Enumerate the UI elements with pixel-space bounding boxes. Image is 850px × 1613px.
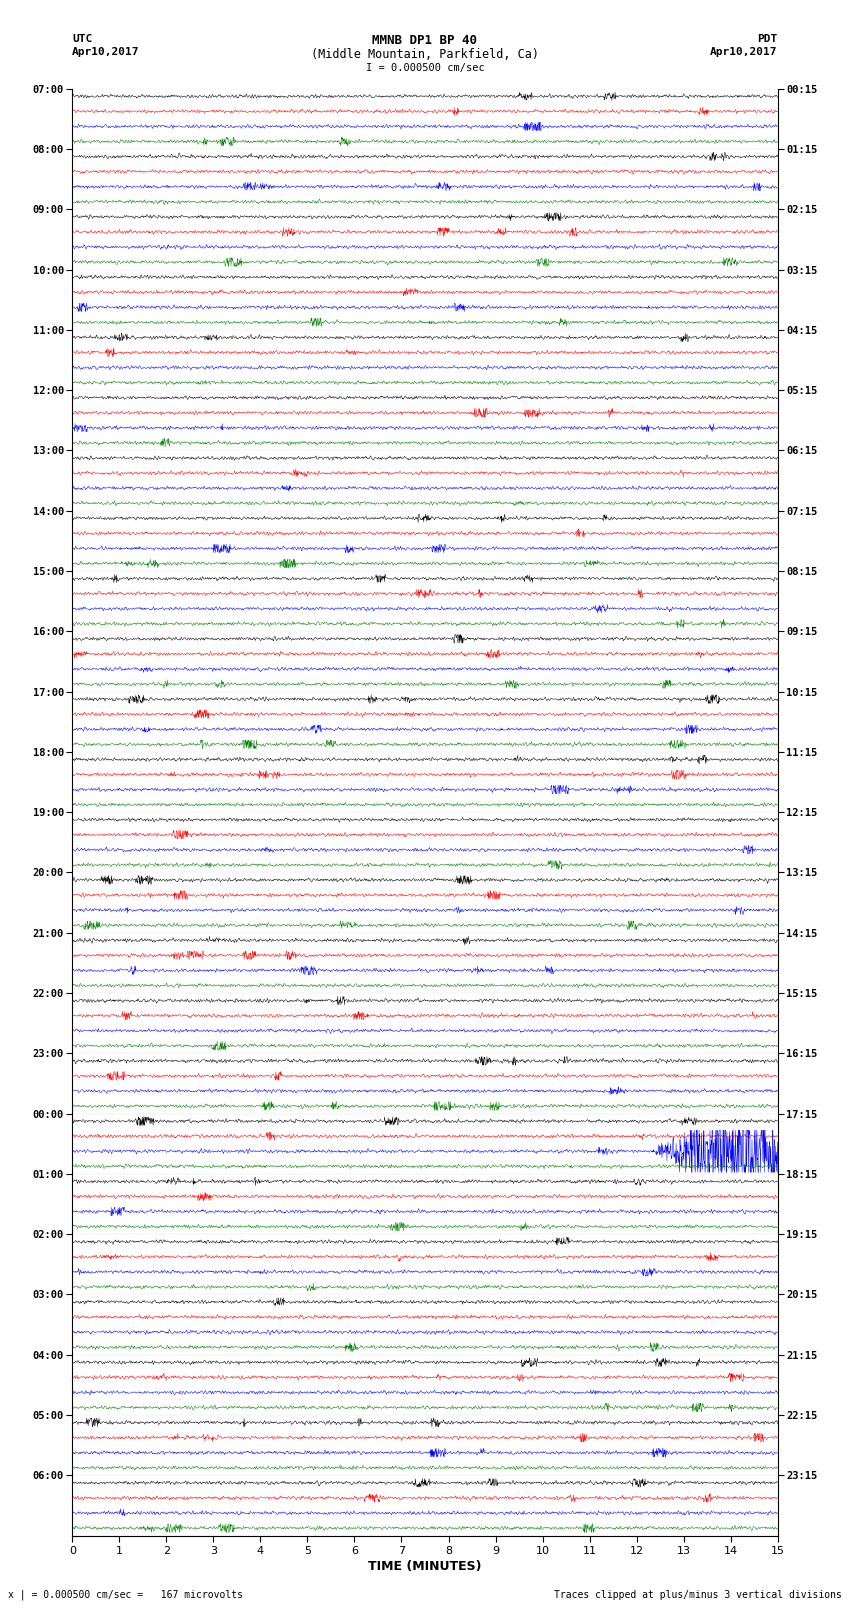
Text: MMNB DP1 BP 40: MMNB DP1 BP 40 <box>372 34 478 47</box>
Text: Traces clipped at plus/minus 3 vertical divisions: Traces clipped at plus/minus 3 vertical … <box>553 1590 842 1600</box>
Text: (Middle Mountain, Parkfield, Ca): (Middle Mountain, Parkfield, Ca) <box>311 48 539 61</box>
Text: PDT: PDT <box>757 34 778 44</box>
Text: x | = 0.000500 cm/sec =   167 microvolts: x | = 0.000500 cm/sec = 167 microvolts <box>8 1589 243 1600</box>
Text: I = 0.000500 cm/sec: I = 0.000500 cm/sec <box>366 63 484 73</box>
Text: UTC: UTC <box>72 34 93 44</box>
Text: Apr10,2017: Apr10,2017 <box>711 47 778 56</box>
Text: Apr10,2017: Apr10,2017 <box>72 47 139 56</box>
X-axis label: TIME (MINUTES): TIME (MINUTES) <box>368 1560 482 1573</box>
